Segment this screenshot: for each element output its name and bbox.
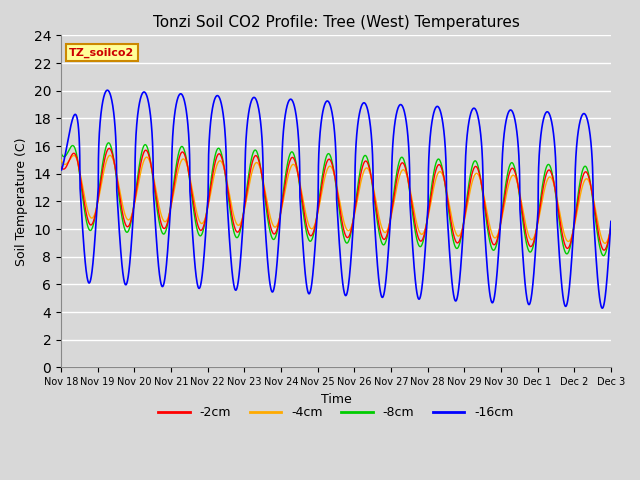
Y-axis label: Soil Temperature (C): Soil Temperature (C) — [15, 137, 28, 265]
X-axis label: Time: Time — [321, 393, 351, 406]
Title: Tonzi Soil CO2 Profile: Tree (West) Temperatures: Tonzi Soil CO2 Profile: Tree (West) Temp… — [152, 15, 520, 30]
Legend: -2cm, -4cm, -8cm, -16cm: -2cm, -4cm, -8cm, -16cm — [154, 401, 518, 424]
Text: TZ_soilco2: TZ_soilco2 — [69, 47, 134, 58]
